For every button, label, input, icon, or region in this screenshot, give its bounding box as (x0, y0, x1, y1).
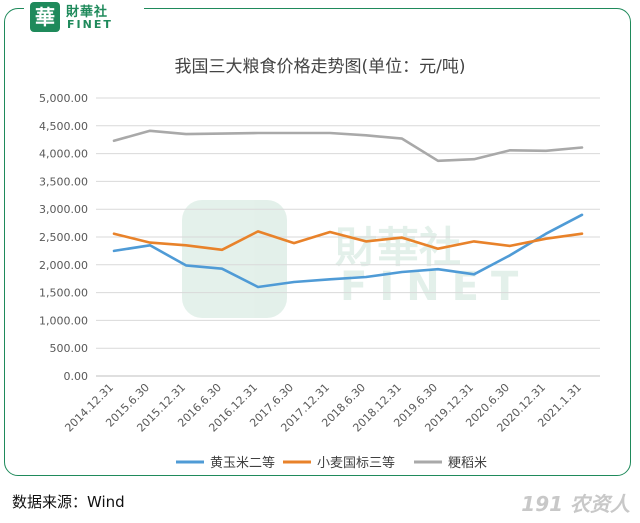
data-source: 数据来源：Wind (12, 491, 125, 512)
watermark-logo: 財華社 FINET (182, 200, 530, 318)
y-tick-label: 1,000.00 (39, 314, 88, 327)
series-line (112, 213, 584, 289)
series-line (112, 230, 584, 252)
legend-item: 黄玉米二等 (176, 455, 275, 471)
y-tick-label: 5,000.00 (39, 92, 88, 105)
watermark-en-text: FINET (340, 264, 530, 310)
legend-label: 黄玉米二等 (210, 455, 275, 471)
y-tick-label: 4,000.00 (39, 148, 88, 161)
corner-watermark: 191 农资人 (521, 492, 630, 516)
data-source-text: 数据来源：Wind (12, 493, 125, 511)
y-tick-label: 1,500.00 (39, 287, 88, 300)
chart-title: 我国三大粮食价格走势图(单位：元/吨) (175, 57, 466, 77)
y-tick-label: 0.00 (64, 370, 89, 383)
y-tick-label: 4,500.00 (39, 120, 88, 133)
y-tick-label: 500.00 (50, 342, 89, 355)
y-tick-label: 2,000.00 (39, 259, 88, 272)
legend-item: 粳稻米 (414, 456, 487, 471)
finet-logo: 華 財華社 FINET (24, 0, 144, 36)
logo-cn-text: 財華社 (66, 5, 109, 20)
legend-label: 粳稻米 (448, 456, 487, 471)
y-tick-label: 3,000.00 (39, 203, 88, 216)
legend-label: 小麦国标三等 (317, 455, 395, 471)
y-tick-label: 3,500.00 (39, 175, 88, 188)
y-tick-label: 2,500.00 (39, 231, 88, 244)
logo-en-text: FINET (67, 18, 113, 31)
legend-item: 小麦国标三等 (283, 455, 395, 471)
series-line (112, 129, 584, 163)
logo-badge: 華 (30, 2, 60, 32)
